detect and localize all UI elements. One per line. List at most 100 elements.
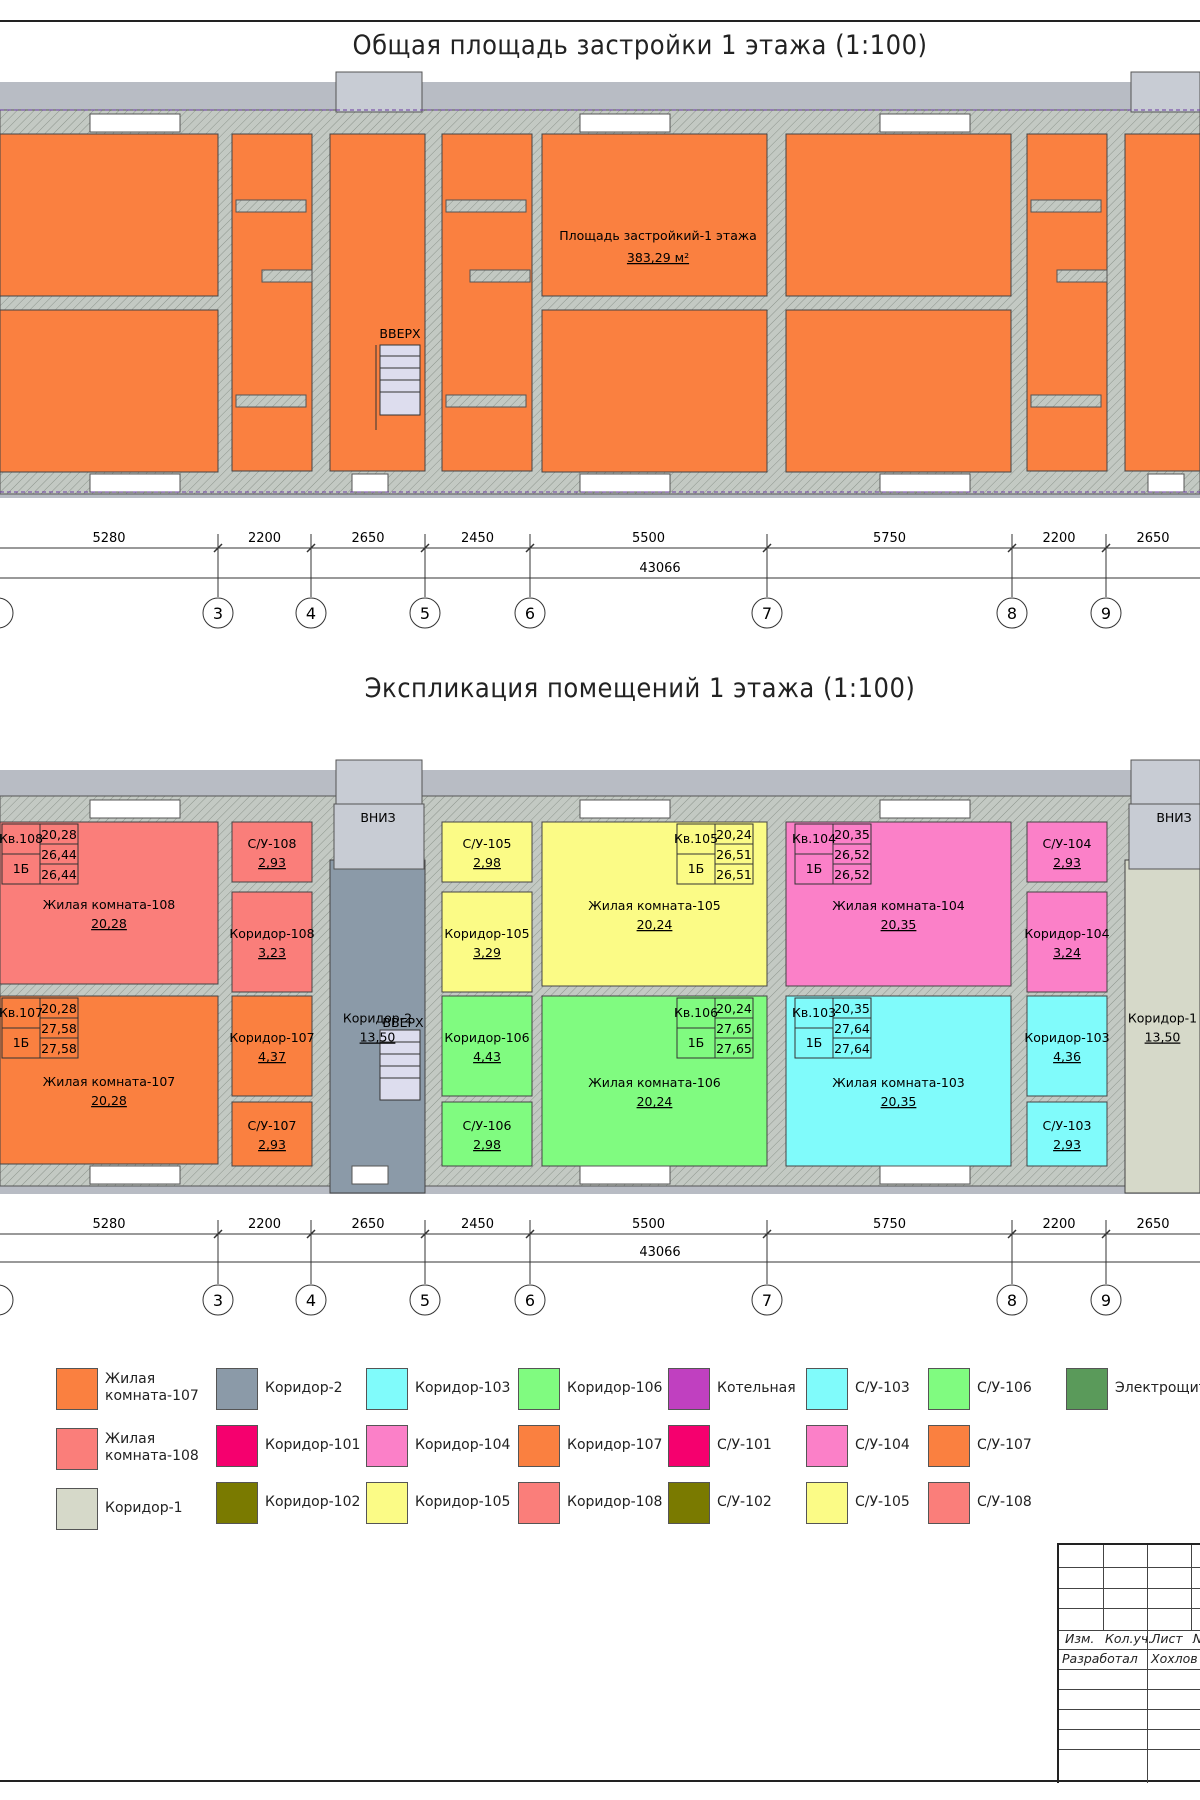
room-name: С/У-107 xyxy=(248,1118,297,1133)
room-area: 2,93 xyxy=(258,855,286,870)
apartment-id: Кв.106 xyxy=(674,1005,718,1020)
legend-swatch xyxy=(366,1368,408,1410)
apartment-type: 1Б xyxy=(688,861,705,876)
legend-label: Коридор-106 xyxy=(567,1380,663,1396)
room-name: Жилая комната-107 xyxy=(43,1074,176,1089)
room-name: Жилая комната-103 xyxy=(832,1075,965,1090)
room xyxy=(231,821,313,883)
room xyxy=(231,891,313,993)
dim-tick xyxy=(762,1229,772,1239)
dimension-value: 2200 xyxy=(1042,531,1075,546)
dim-tick xyxy=(213,543,223,553)
room xyxy=(441,821,533,883)
windows xyxy=(89,799,971,1185)
room xyxy=(441,1101,533,1167)
stamp-col-change: Изм. xyxy=(1065,1631,1095,1646)
room-name: С/У-104 xyxy=(1043,836,1092,851)
axis-number: 7 xyxy=(762,604,772,623)
stair-porch xyxy=(1130,759,1200,805)
down-label: ВНИЗ xyxy=(360,810,395,825)
stamp-col-number: № xyxy=(1193,1631,1200,1646)
legend-label: С/У-101 xyxy=(717,1437,772,1453)
dimension-value: 2650 xyxy=(351,531,384,546)
axis-number: 3 xyxy=(213,1291,223,1310)
dim-tick xyxy=(420,1229,430,1239)
stair xyxy=(379,1029,421,1101)
apartment-type: 1Б xyxy=(806,861,823,876)
apartment-total-area-coef: 26,51 xyxy=(716,867,752,882)
room-name: С/У-103 xyxy=(1043,1118,1092,1133)
up-label: ВВЕРХ xyxy=(379,326,421,341)
dim-tick xyxy=(1007,543,1017,553)
axis-bubble xyxy=(409,1284,441,1316)
windows xyxy=(89,113,1185,493)
dimension-value: 5500 xyxy=(632,1217,665,1232)
axis-bubble-partial xyxy=(0,1284,14,1316)
stair-landing xyxy=(1128,803,1200,870)
legend-label: С/У-106 xyxy=(977,1380,1032,1396)
legend-label: Коридор-101 xyxy=(265,1437,361,1453)
dimension-value: 2450 xyxy=(461,531,494,546)
apartment-id: Кв.103 xyxy=(792,1005,836,1020)
apartment-type: 1Б xyxy=(13,861,30,876)
dimension-value: 2200 xyxy=(248,531,281,546)
legend-swatch xyxy=(366,1482,408,1524)
legend-swatch xyxy=(806,1425,848,1467)
axis-number: 8 xyxy=(1007,604,1017,623)
room-name: Коридор-103 xyxy=(1024,1030,1109,1045)
axis-bubble xyxy=(1090,597,1122,629)
axis-bubble xyxy=(295,597,327,629)
axis-number: 8 xyxy=(1007,1291,1017,1310)
legend-swatch xyxy=(1066,1368,1108,1410)
apartment-living-area: 20,28 xyxy=(41,1001,77,1016)
apartment-living-area: 20,35 xyxy=(834,827,870,842)
room-area: 4,43 xyxy=(473,1049,501,1064)
apartment-info-box: Кв.103 1Б 20,35 27,64 27,64 xyxy=(792,997,872,1059)
dim-tick xyxy=(420,543,430,553)
dimension-value: 5750 xyxy=(873,531,906,546)
apartment-id: Кв.105 xyxy=(674,831,718,846)
building-area-label: Площадь застройкий-1 этажа xyxy=(559,228,757,243)
room-area: 4,36 xyxy=(1053,1049,1081,1064)
room-name: Коридор-2 xyxy=(343,1011,412,1026)
frame-top-line xyxy=(0,20,1200,22)
room-area: 3,24 xyxy=(1053,945,1081,960)
room-name: Коридор-105 xyxy=(444,926,529,941)
room-area: 13,50 xyxy=(360,1030,396,1045)
room-area: 20,35 xyxy=(881,1094,917,1109)
room-name: Коридор-106 xyxy=(444,1030,529,1045)
room-area: 3,23 xyxy=(258,945,286,960)
apartment-total-area: 26,44 xyxy=(41,847,77,862)
room-name: Коридор-107 xyxy=(229,1030,314,1045)
room xyxy=(785,995,1012,1167)
room-name: Жилая комната-108 xyxy=(43,897,176,912)
apartment-total-area-coef: 26,44 xyxy=(41,867,77,882)
legend-label: С/У-105 xyxy=(855,1494,910,1510)
apartment-living-area: 20,28 xyxy=(41,827,77,842)
legend-label: С/У-103 xyxy=(855,1380,910,1396)
legend-label: Коридор-107 xyxy=(567,1437,663,1453)
room xyxy=(1124,859,1200,1194)
legend-swatch xyxy=(928,1368,970,1410)
title-block: Изм. Кол.уч. Лист № Разработал Хохлов xyxy=(1057,1543,1200,1783)
apartment-type: 1Б xyxy=(688,1035,705,1050)
legend-swatch xyxy=(216,1482,258,1524)
room-area: 20,24 xyxy=(637,1094,673,1109)
legend-swatch xyxy=(56,1488,98,1530)
building-area-plan: ВВЕРХ Площадь застройкий-1 этажа 383,29 … xyxy=(0,71,1200,629)
axis-bubble xyxy=(996,1284,1028,1316)
room-area: 2,93 xyxy=(258,1137,286,1152)
legend-swatch xyxy=(806,1368,848,1410)
axis-bubble xyxy=(202,597,234,629)
room-area: 20,24 xyxy=(637,917,673,932)
legend-label: С/У-102 xyxy=(717,1494,772,1510)
apartment-living-area: 20,24 xyxy=(716,827,752,842)
stair-porch xyxy=(335,759,423,805)
stamp-author: Хохлов xyxy=(1151,1651,1198,1666)
stair xyxy=(375,344,421,430)
dim-tick xyxy=(213,1229,223,1239)
dimension-value: 5280 xyxy=(92,531,125,546)
legend-swatch xyxy=(56,1368,98,1410)
room xyxy=(231,1101,313,1167)
legend-swatch xyxy=(928,1482,970,1524)
